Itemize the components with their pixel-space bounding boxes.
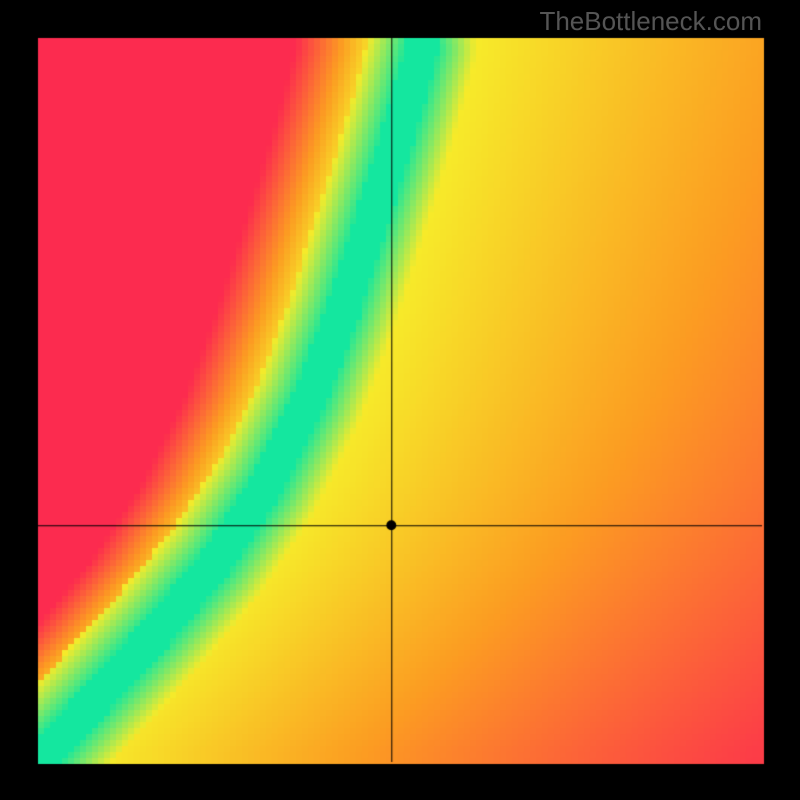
heatmap-canvas: [0, 0, 800, 800]
watermark-text: TheBottleneck.com: [539, 6, 762, 37]
chart-container: TheBottleneck.com: [0, 0, 800, 800]
